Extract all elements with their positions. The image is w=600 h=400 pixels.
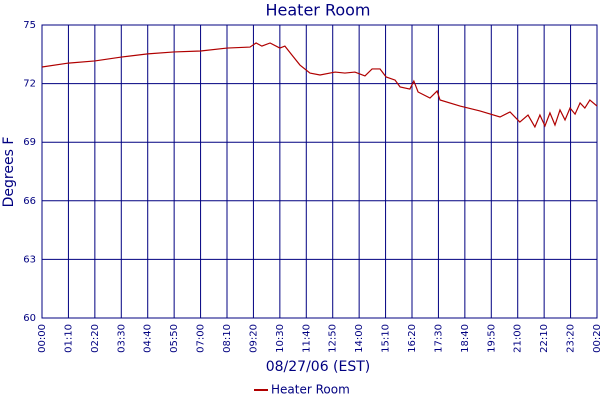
- x-tick-label: 09:20: [248, 324, 259, 353]
- x-tick-label: 04:40: [143, 324, 154, 353]
- x-tick-label: 00:00: [37, 324, 48, 353]
- x-tick-label: 23:20: [566, 324, 577, 353]
- x-tick-label: 17:30: [433, 324, 444, 353]
- data-line: [41, 42, 598, 129]
- x-tick-label: 11:40: [301, 324, 312, 353]
- x-tick-label: 18:40: [460, 324, 471, 353]
- x-tick-label: 22:10: [539, 324, 550, 353]
- chart-title: Heater Room: [265, 1, 370, 20]
- y-axis-label: Degrees F: [1, 137, 17, 208]
- y-tick-label: 66: [23, 196, 36, 207]
- x-tick-label: 14:00: [354, 324, 365, 353]
- x-tick-label: 21:00: [513, 324, 524, 353]
- x-tick-label: 10:30: [275, 324, 286, 353]
- y-tick-label: 60: [23, 313, 36, 324]
- x-tick-label: 02:20: [90, 324, 101, 353]
- x-tick-label: 03:30: [116, 324, 127, 353]
- y-tick-label: 72: [23, 79, 36, 90]
- x-tick-label: 19:50: [486, 324, 497, 353]
- x-tick-label: 01:10: [63, 324, 74, 353]
- x-tick-label: 12:50: [328, 324, 339, 353]
- x-tick-label: 05:50: [169, 324, 180, 353]
- legend-label: Heater Room: [271, 383, 350, 397]
- x-axis-label: 08/27/06 (EST): [266, 359, 371, 375]
- x-tick-label: 07:00: [196, 324, 207, 353]
- y-tick-label: 63: [23, 254, 36, 265]
- y-tick-label: 75: [23, 20, 36, 31]
- y-tick-label: 69: [23, 137, 36, 148]
- x-tick-label: 15:10: [381, 324, 392, 353]
- x-tick-label: 16:20: [407, 324, 418, 353]
- x-tick-label: 00:20: [592, 324, 600, 353]
- x-tick-label: 08:10: [222, 324, 233, 353]
- plot-border: [41, 24, 598, 319]
